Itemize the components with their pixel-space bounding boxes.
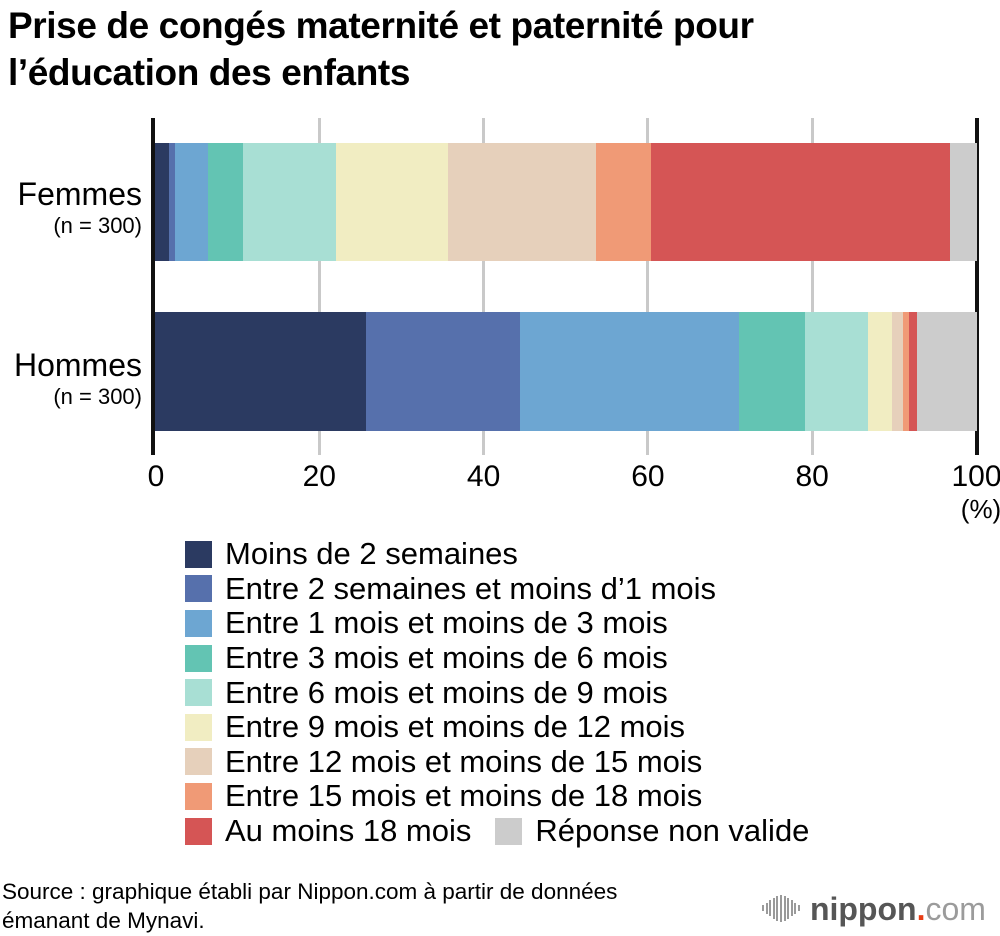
legend-line: Entre 3 mois et moins de 6 mois — [185, 641, 809, 676]
legend-item: Entre 12 mois et moins de 15 mois — [185, 743, 703, 779]
bar-segment-1 — [168, 143, 175, 261]
legend-line: Moins de 2 semaines — [185, 537, 809, 572]
legend: Moins de 2 semaines Entre 2 semaines et … — [185, 537, 809, 848]
chart-title: Prise de congés maternité et paternité p… — [8, 2, 754, 96]
legend-label: Entre 3 mois et moins de 6 mois — [225, 640, 668, 676]
soundwave-icon — [762, 893, 800, 923]
bar-femmes — [155, 143, 977, 261]
bar-segment-5 — [335, 143, 449, 261]
legend-item: Entre 2 semaines et moins d’1 mois — [185, 570, 717, 606]
bar-segment-2 — [174, 143, 208, 261]
chart-title-line1: Prise de congés maternité et paternité p… — [8, 5, 754, 46]
legend-swatch-3mois-6mois — [185, 644, 212, 672]
axis-line-100pct — [975, 118, 979, 455]
bar-segment-1 — [366, 312, 520, 431]
legend-line: Entre 2 semaines et moins d’1 mois — [185, 570, 809, 607]
axis-line-0pct — [151, 118, 155, 455]
gridline-40pct — [482, 118, 486, 455]
bar-segment-6 — [892, 312, 904, 431]
legend-swatch-1mois-3mois — [185, 609, 212, 637]
row-label-hommes: Hommes — [13, 347, 142, 383]
gridline-20pct — [317, 118, 321, 455]
logo-name: nippon — [809, 891, 917, 927]
legend-swatch-2sem-1mois — [185, 575, 212, 603]
bar-segment-2 — [519, 312, 739, 431]
legend-line: Au moins 18 mois Réponse non valide — [185, 814, 809, 849]
bar-segment-6 — [448, 143, 597, 261]
legend-swatch-au-moins-18mois — [185, 817, 212, 845]
legend-label: Entre 2 semaines et moins d’1 mois — [225, 570, 717, 606]
bar-segment-3 — [738, 312, 805, 431]
row-n-hommes: (n = 300) — [53, 384, 142, 409]
legend-swatch-15mois-18mois — [185, 782, 212, 810]
bar-segment-7 — [903, 312, 909, 431]
x-tick-40: 40 — [466, 460, 501, 493]
x-tick-80: 80 — [795, 460, 829, 493]
bar-segment-9 — [916, 312, 977, 431]
nippon-logo-text: nippon.com — [810, 893, 986, 925]
legend-item: Entre 15 mois et moins de 18 mois — [185, 779, 702, 813]
legend-swatch-9mois-12mois — [185, 713, 212, 741]
logo-dot: . — [916, 891, 926, 927]
legend-label: Moins de 2 semaines — [225, 536, 518, 572]
logo-tld: com — [925, 891, 986, 927]
bar-segment-3 — [207, 143, 243, 261]
bar-segment-4 — [804, 312, 868, 431]
bar-segment-9 — [949, 143, 977, 261]
legend-item: Entre 3 mois et moins de 6 mois — [185, 641, 668, 675]
bar-segment-4 — [242, 143, 336, 261]
bar-segment-8 — [651, 143, 950, 261]
legend-item: Au moins 18 mois — [185, 814, 471, 848]
legend-line: Entre 6 mois et moins de 9 mois — [185, 675, 809, 710]
legend-label: Au moins 18 mois — [225, 813, 472, 849]
row-label-femmes: Femmes — [17, 176, 142, 212]
legend-item: Réponse non valide — [495, 814, 809, 848]
source-note: Source : graphique établi par Nippon.com… — [2, 877, 617, 935]
legend-swatch-reponse-non-valide — [495, 817, 523, 845]
legend-line: Entre 12 mois et moins de 15 mois — [185, 743, 809, 780]
bar-hommes — [155, 312, 977, 431]
legend-line: Entre 15 mois et moins de 18 mois — [185, 779, 809, 814]
legend-label: Entre 15 mois et moins de 18 mois — [225, 778, 703, 814]
legend-swatch-moins-2-semaines — [185, 540, 212, 568]
legend-swatch-6mois-9mois — [185, 679, 212, 707]
gridline-80pct — [810, 118, 814, 455]
x-tick-0: 0 — [147, 460, 165, 493]
legend-label: Entre 6 mois et moins de 9 mois — [225, 674, 668, 710]
legend-item: Moins de 2 semaines — [185, 537, 518, 571]
chart-title-line2: l’éducation des enfants — [8, 52, 410, 93]
legend-item: Entre 6 mois et moins de 9 mois — [185, 674, 668, 710]
bar-segment-5 — [867, 312, 893, 431]
legend-line: Entre 1 mois et moins de 3 mois — [185, 606, 809, 641]
legend-label: Entre 1 mois et moins de 3 mois — [225, 605, 668, 641]
bar-segment-0 — [155, 143, 169, 261]
x-axis-unit-label: (%) — [960, 494, 1000, 524]
legend-label: Réponse non valide — [535, 813, 810, 849]
legend-item: Entre 9 mois et moins de 12 mois — [185, 710, 685, 744]
source-line2: émanant de Mynavi. — [2, 908, 205, 933]
x-tick-60: 60 — [631, 460, 665, 493]
row-n-femmes: (n = 300) — [53, 213, 142, 238]
bar-segment-8 — [908, 312, 917, 431]
legend-swatch-12mois-15mois — [185, 748, 212, 776]
source-line1: Source : graphique établi par Nippon.com… — [2, 879, 618, 904]
nippon-logo: nippon.com — [762, 893, 986, 925]
legend-label: Entre 12 mois et moins de 15 mois — [225, 743, 703, 779]
bar-segment-7 — [596, 143, 652, 261]
legend-line: Entre 9 mois et moins de 12 mois — [185, 710, 809, 745]
x-tick-100: 100 — [951, 460, 1000, 493]
legend-item: Entre 1 mois et moins de 3 mois — [185, 606, 668, 640]
gridline-60pct — [646, 118, 650, 455]
bar-segment-0 — [155, 312, 367, 431]
legend-label: Entre 9 mois et moins de 12 mois — [225, 709, 686, 745]
x-tick-20: 20 — [302, 460, 336, 493]
